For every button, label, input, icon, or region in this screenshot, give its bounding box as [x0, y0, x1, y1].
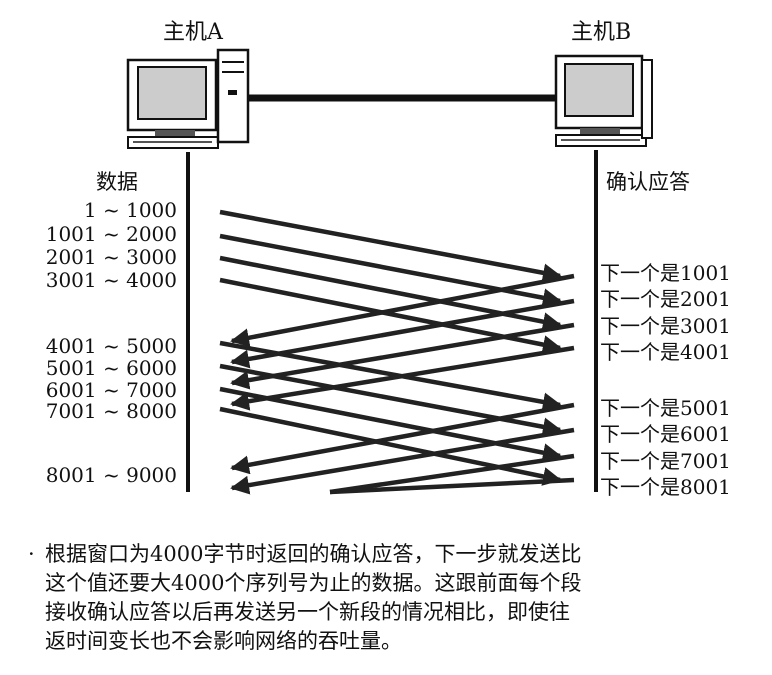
host-a-computer-icon: [126, 48, 250, 149]
ack-label: 下一个是2001: [600, 287, 731, 311]
ack-arrow: [230, 427, 575, 495]
ack-arrow: [230, 298, 575, 369]
host-b-computer-icon: [554, 54, 653, 147]
ack-label: 下一个是6001: [600, 422, 731, 446]
ack-arrow: [230, 322, 575, 390]
data-segment-arrow: [219, 386, 562, 462]
segment-label: 6001 ~ 7000: [45, 378, 177, 402]
ack-label: 下一个是1001: [600, 261, 731, 285]
segment-label: 1001 ~ 2000: [45, 222, 177, 246]
ack-arrow: [230, 402, 575, 475]
ack-label: 下一个是3001: [600, 314, 731, 338]
ack-arrow: [230, 345, 575, 411]
segment-label: 3001 ~ 4000: [45, 268, 177, 292]
ack-label: 下一个是7001: [600, 449, 731, 473]
segment-label: 2001 ~ 3000: [45, 245, 177, 269]
ack-column-header: 确认应答: [606, 170, 690, 194]
segment-label: 1 ~ 1000: [83, 198, 177, 222]
caption-line: 根据窗口为4000字节时返回的确认应答，下一步就发送比: [45, 542, 582, 566]
message-arrows: [219, 209, 575, 495]
segment-label: 4001 ~ 5000: [45, 334, 177, 358]
ack-label: 下一个是8001: [600, 475, 731, 499]
figure-caption: · 根据窗口为4000字节时返回的确认应答，下一步就发送比 这个值还要大4000…: [28, 540, 728, 656]
data-segment-arrow: [219, 209, 562, 283]
caption-line: 这个值还要大4000个序列号为止的数据。这跟前面每个段: [45, 571, 582, 595]
segment-label: 5001 ~ 6000: [45, 356, 177, 380]
host-b-label: 主机B: [571, 20, 632, 45]
segment-label: 7001 ~ 8000: [45, 399, 177, 423]
caption-bullet: ·: [28, 542, 35, 566]
window-control-diagram: [126, 48, 653, 495]
ack-arrow: [329, 453, 575, 495]
ack-label: 下一个是5001: [600, 396, 731, 420]
segment-label: 8001 ~ 9000: [45, 463, 177, 487]
ack-arrow: [230, 273, 575, 348]
caption-line: 接收确认应答以后再发送另一个新段的情况相比，即使往: [45, 600, 570, 624]
data-column-header: 数据: [96, 170, 138, 194]
ack-label: 下一个是4001: [600, 340, 731, 364]
host-a-label: 主机A: [163, 20, 223, 45]
ack-arrow: [329, 477, 575, 495]
caption-line: 返时间变长也不会影响网络的吞吐量。: [45, 629, 402, 653]
